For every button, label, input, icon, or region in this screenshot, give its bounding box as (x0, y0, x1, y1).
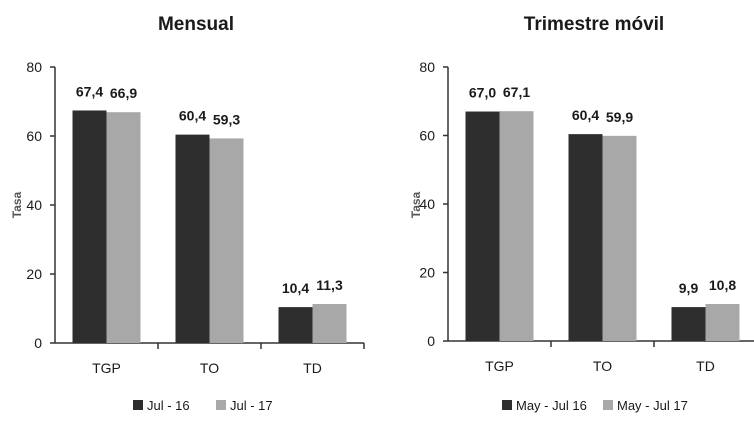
y-axis-label: Tasa (409, 191, 423, 218)
bar (312, 304, 347, 343)
y-tick-label: 0 (34, 335, 42, 351)
data-label: 60,4 (572, 107, 599, 123)
y-tick-label: 80 (26, 59, 42, 75)
legend-label: May - Jul 16 (516, 398, 587, 413)
legend-swatch (603, 400, 613, 410)
y-tick-label: 40 (26, 197, 42, 213)
chart-trimestre-movil: Trimestre móvil Tasa 0 20 40 60 80 TGP 67,0 67,1 T… (409, 14, 754, 413)
data-label: 67,4 (76, 83, 103, 99)
y-tick-label: 40 (419, 196, 435, 212)
category-label: TGP (485, 358, 514, 374)
y-tick-label: 20 (26, 266, 42, 282)
bar (209, 138, 244, 343)
bar (175, 134, 210, 343)
data-label: 66,9 (110, 85, 137, 101)
category-label: TGP (92, 360, 121, 376)
y-tick-label: 80 (419, 59, 435, 75)
category-label: TO (593, 358, 612, 374)
data-label: 9,9 (679, 280, 699, 296)
data-label: 11,3 (316, 277, 343, 293)
legend-swatch (133, 400, 143, 410)
data-label: 59,3 (213, 111, 240, 127)
chart-mensual: Mensual Tasa 0 20 40 60 80 TGP 67,4 66,9 TO 60,4 59,… (10, 14, 365, 413)
bar (705, 304, 740, 341)
bar (72, 110, 107, 343)
category-label: TD (303, 360, 322, 376)
chart-title: Mensual (158, 14, 234, 35)
y-tick-label: 20 (419, 265, 435, 281)
data-label: 67,1 (503, 84, 530, 100)
bar (602, 135, 637, 341)
bar (568, 134, 603, 341)
y-tick-label: 0 (427, 333, 435, 349)
data-label: 60,4 (179, 108, 206, 124)
legend-label: Jul - 17 (230, 398, 273, 413)
chart-title: Trimestre móvil (524, 14, 664, 35)
bar (106, 112, 141, 343)
category-label: TD (696, 358, 715, 374)
category-label: TO (200, 360, 219, 376)
bar (671, 307, 706, 341)
legend-swatch (502, 400, 512, 410)
legend-swatch (216, 400, 226, 410)
y-axis-label: Tasa (10, 191, 24, 218)
data-label: 59,9 (606, 109, 633, 125)
y-tick-label: 60 (26, 128, 42, 144)
data-label: 67,0 (469, 85, 496, 101)
legend-label: Jul - 16 (147, 398, 190, 413)
data-label: 10,8 (709, 277, 736, 293)
bar (499, 111, 534, 342)
legend-label: May - Jul 17 (617, 398, 688, 413)
y-tick-label: 60 (419, 128, 435, 144)
bar (278, 307, 313, 343)
bar (465, 111, 500, 342)
data-label: 10,4 (282, 280, 309, 296)
